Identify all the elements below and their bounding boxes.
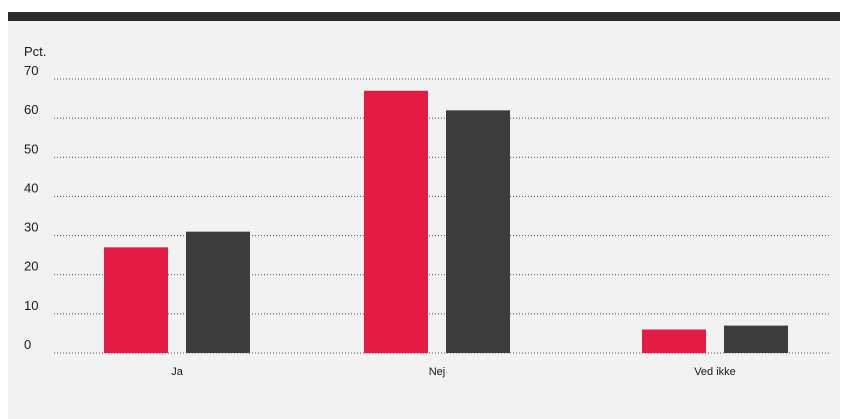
bar-ved-ikke-series-1 — [642, 329, 706, 353]
y-tick-label-10: 10 — [24, 298, 38, 313]
y-tick-label-0: 0 — [24, 337, 31, 352]
bar-ja-series-2 — [186, 231, 250, 353]
x-category-label-nej: Nej — [429, 366, 446, 378]
x-category-label-ja: Ja — [171, 366, 184, 378]
bar-chart: Pct. 0 10 20 30 40 50 60 70 Ja Nej Ved ikke — [24, 44, 830, 378]
bar-nej-series-1 — [364, 90, 428, 353]
grid-layer — [54, 78, 830, 354]
chart-top-bar — [8, 12, 840, 21]
chart-frame: Pct. 0 10 20 30 40 50 60 70 Ja Nej Ved ikke — [8, 12, 840, 419]
x-category-label-ved-ikke: Ved ikke — [694, 366, 736, 378]
y-tick-label-20: 20 — [24, 259, 38, 274]
y-tick-label-30: 30 — [24, 220, 38, 235]
y-tick-label-70: 70 — [24, 63, 38, 78]
bar-nej-series-2 — [446, 110, 510, 353]
y-tick-label-50: 50 — [24, 141, 38, 156]
y-tick-label-60: 60 — [24, 102, 38, 117]
y-tick-label-40: 40 — [24, 180, 38, 195]
bar-ja-series-1 — [104, 247, 168, 353]
bar-layer — [104, 90, 788, 353]
bar-ved-ikke-series-2 — [724, 325, 788, 353]
y-unit-label: Pct. — [24, 44, 46, 59]
label-layer: 0 10 20 30 40 50 60 70 Ja Nej Ved ikke — [24, 63, 736, 378]
